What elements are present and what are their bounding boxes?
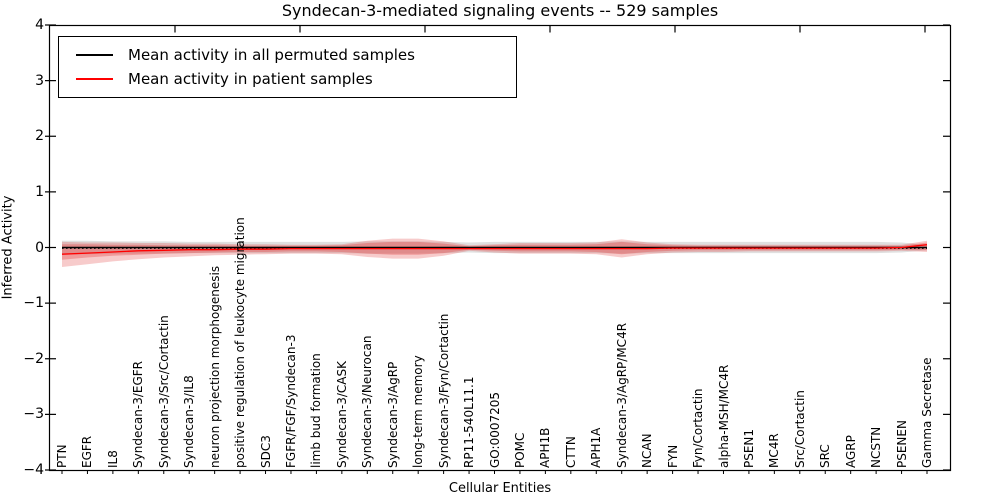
legend-label: Mean activity in patient samples bbox=[128, 70, 373, 88]
x-category-label: NCSTN bbox=[869, 426, 884, 468]
x-category-label: long-term memory bbox=[411, 355, 426, 468]
x-category-label: Syndecan-3/EGFR bbox=[131, 360, 146, 468]
x-category-label: Syndecan-3/Neurocan bbox=[360, 335, 375, 468]
x-category-label: IL8 bbox=[105, 450, 120, 468]
x-category-label: Syndecan-3/CASK bbox=[334, 361, 349, 468]
x-category-label: RP11-540L11.1 bbox=[462, 376, 477, 468]
legend-entry-permuted: Mean activity in all permuted samples bbox=[59, 43, 516, 67]
black-line-swatch bbox=[76, 54, 113, 56]
x-category-label: positive regulation of leukocyte migrati… bbox=[233, 217, 248, 468]
legend-label: Mean activity in all permuted samples bbox=[128, 46, 415, 64]
x-category-label: Gamma Secretase bbox=[920, 357, 934, 468]
x-category-label: alpha-MSH/MC4R bbox=[716, 364, 731, 468]
x-category-label: limb bud formation bbox=[309, 353, 324, 468]
x-category-label: Syndecan-3/AgRP/MC4R bbox=[614, 322, 629, 468]
patient-samples-spread-inner-band bbox=[62, 241, 927, 260]
x-category-label: neuron projection morphogenesis bbox=[207, 265, 222, 468]
chart-title: Syndecan-3-mediated signaling events -- … bbox=[281, 1, 719, 20]
mean-activity-in-patient-samples-line bbox=[61, 244, 928, 255]
x-category-label: APH1A bbox=[589, 427, 604, 468]
x-category-label: Src/Cortactin bbox=[792, 390, 807, 468]
x-category-label: Fyn/Cortactin bbox=[691, 388, 705, 468]
x-category-label: Syndecan-3/Src/Cortactin bbox=[156, 315, 171, 468]
x-category-label: CTTN bbox=[563, 436, 578, 468]
legend-box: Mean activity in all permuted samples Me… bbox=[58, 36, 517, 98]
x-category-label: GO:0007205 bbox=[487, 391, 502, 468]
x-category-label: FYN bbox=[665, 444, 680, 468]
x-category-label: MC4R bbox=[767, 433, 782, 468]
x-category-label: FGFR/FGF/Syndecan-3 bbox=[284, 334, 298, 468]
x-category-label: Syndecan-3/Fyn/Cortactin bbox=[436, 313, 451, 468]
y-tick-label: 0 bbox=[35, 240, 44, 256]
x-category-label: PTN bbox=[55, 444, 69, 468]
x-category-label: EGFR bbox=[80, 435, 95, 468]
x-category-label: PSEN1 bbox=[741, 428, 756, 468]
x-category-label: PSENEN bbox=[894, 420, 909, 468]
y-tick-label: 1 bbox=[35, 184, 44, 200]
y-tick-label: 2 bbox=[35, 128, 44, 144]
y-tick-label: −3 bbox=[23, 406, 44, 422]
x-axis-label: Cellular Entities bbox=[448, 481, 552, 496]
x-category-label: POMC bbox=[512, 432, 527, 468]
x-category-label: AGRP bbox=[843, 435, 858, 468]
y-tick-label: −1 bbox=[23, 295, 44, 311]
x-category-label: SRC bbox=[818, 444, 833, 468]
x-category-label: APH1B bbox=[538, 427, 553, 468]
x-category-label: NCAN bbox=[640, 433, 655, 468]
legend-entry-patient: Mean activity in patient samples bbox=[59, 67, 516, 91]
y-tick-label: 3 bbox=[35, 73, 44, 89]
y-tick-label: −4 bbox=[23, 462, 44, 478]
patient-samples-spread-outer-band bbox=[62, 238, 927, 267]
red-line-swatch bbox=[76, 78, 113, 80]
y-tick-label: 4 bbox=[35, 17, 44, 33]
x-category-label: Syndecan-3/AgRP bbox=[385, 361, 400, 468]
y-tick-label: −2 bbox=[23, 351, 44, 367]
x-category-label: SDC3 bbox=[258, 435, 273, 468]
x-category-label: Syndecan-3/IL8 bbox=[182, 375, 197, 468]
